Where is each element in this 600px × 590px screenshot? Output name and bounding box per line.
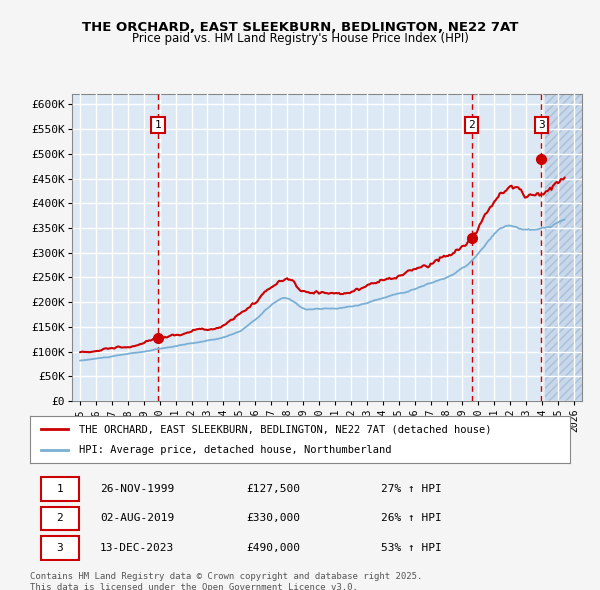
Text: THE ORCHARD, EAST SLEEKBURN, BEDLINGTON, NE22 7AT (detached house): THE ORCHARD, EAST SLEEKBURN, BEDLINGTON,… [79,424,491,434]
Bar [545,94,582,401]
Text: £490,000: £490,000 [246,543,300,553]
Text: 02-AUG-2019: 02-AUG-2019 [100,513,175,523]
Text: HPI: Average price, detached house, Northumberland: HPI: Average price, detached house, Nort… [79,445,391,455]
Text: 27% ↑ HPI: 27% ↑ HPI [381,484,442,494]
Text: 3: 3 [56,543,63,553]
Text: 1: 1 [155,120,161,130]
Text: 2: 2 [56,513,63,523]
Text: 26% ↑ HPI: 26% ↑ HPI [381,513,442,523]
Text: Price paid vs. HM Land Registry's House Price Index (HPI): Price paid vs. HM Land Registry's House … [131,32,469,45]
Text: £330,000: £330,000 [246,513,300,523]
FancyBboxPatch shape [41,477,79,501]
Text: THE ORCHARD, EAST SLEEKBURN, BEDLINGTON, NE22 7AT: THE ORCHARD, EAST SLEEKBURN, BEDLINGTON,… [82,21,518,34]
FancyBboxPatch shape [41,536,79,559]
Text: Contains HM Land Registry data © Crown copyright and database right 2025.
This d: Contains HM Land Registry data © Crown c… [30,572,422,590]
Text: 3: 3 [538,120,545,130]
FancyBboxPatch shape [41,507,79,530]
Text: £127,500: £127,500 [246,484,300,494]
Text: 2: 2 [469,120,475,130]
Text: 53% ↑ HPI: 53% ↑ HPI [381,543,442,553]
Text: 13-DEC-2023: 13-DEC-2023 [100,543,175,553]
Text: 1: 1 [56,484,63,494]
Text: 26-NOV-1999: 26-NOV-1999 [100,484,175,494]
